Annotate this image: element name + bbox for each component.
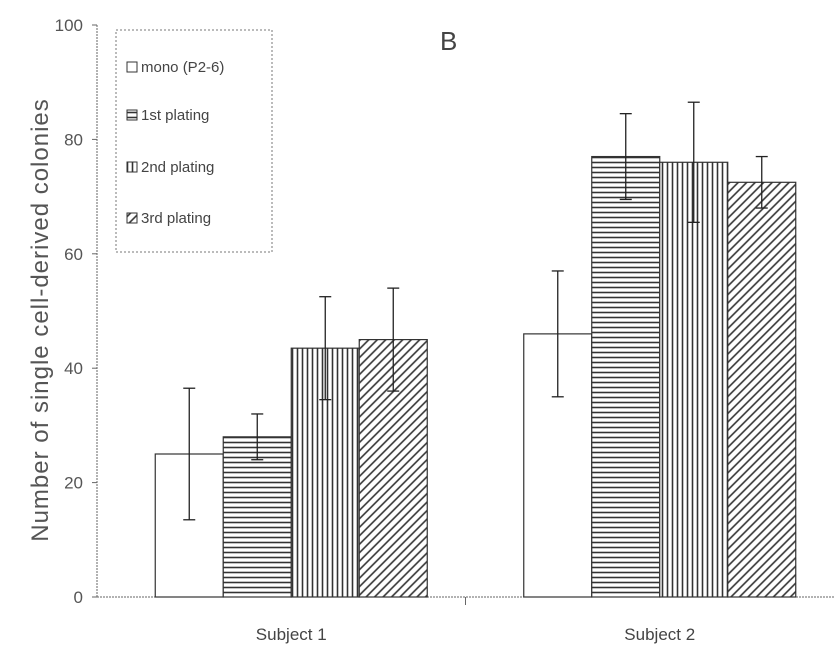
y-tick-label: 0 (74, 588, 83, 607)
legend-entry: 1st plating (141, 107, 209, 124)
legend-swatch-vertical (127, 162, 137, 172)
x-category-label: Subject 1 (256, 625, 327, 644)
y-tick-label: 100 (55, 16, 83, 35)
legend-swatch-diagonal (127, 213, 137, 223)
y-tick-label: 20 (64, 474, 83, 493)
y-tick-label: 60 (64, 245, 83, 264)
legend-swatch-horizontal (127, 110, 137, 120)
panel-label: B (440, 26, 457, 56)
y-axis-label: Number of single cell-derived colonies (27, 98, 54, 542)
legend-entry: 3rd plating (141, 210, 211, 227)
legend-entry: 2nd plating (141, 159, 214, 176)
legend-swatch-open (127, 62, 137, 72)
y-ticks-group: 0 20 40 60 80 100 (55, 16, 97, 607)
y-tick-label: 80 (64, 130, 83, 149)
legend: mono (P2-6) 1st plating 2nd plating 3rd pla… (116, 30, 272, 252)
y-tick-label: 40 (64, 359, 83, 378)
bar-horizontal-1 (223, 437, 291, 597)
legend-entry: mono (P2-6) (141, 59, 224, 76)
x-categories-group: Subject 1 Subject 2 (256, 625, 695, 644)
x-category-label: Subject 2 (624, 625, 695, 644)
bar-diagonal-2 (728, 182, 796, 597)
bar-vertical-2 (660, 162, 728, 597)
bar-horizontal-2 (592, 157, 660, 597)
